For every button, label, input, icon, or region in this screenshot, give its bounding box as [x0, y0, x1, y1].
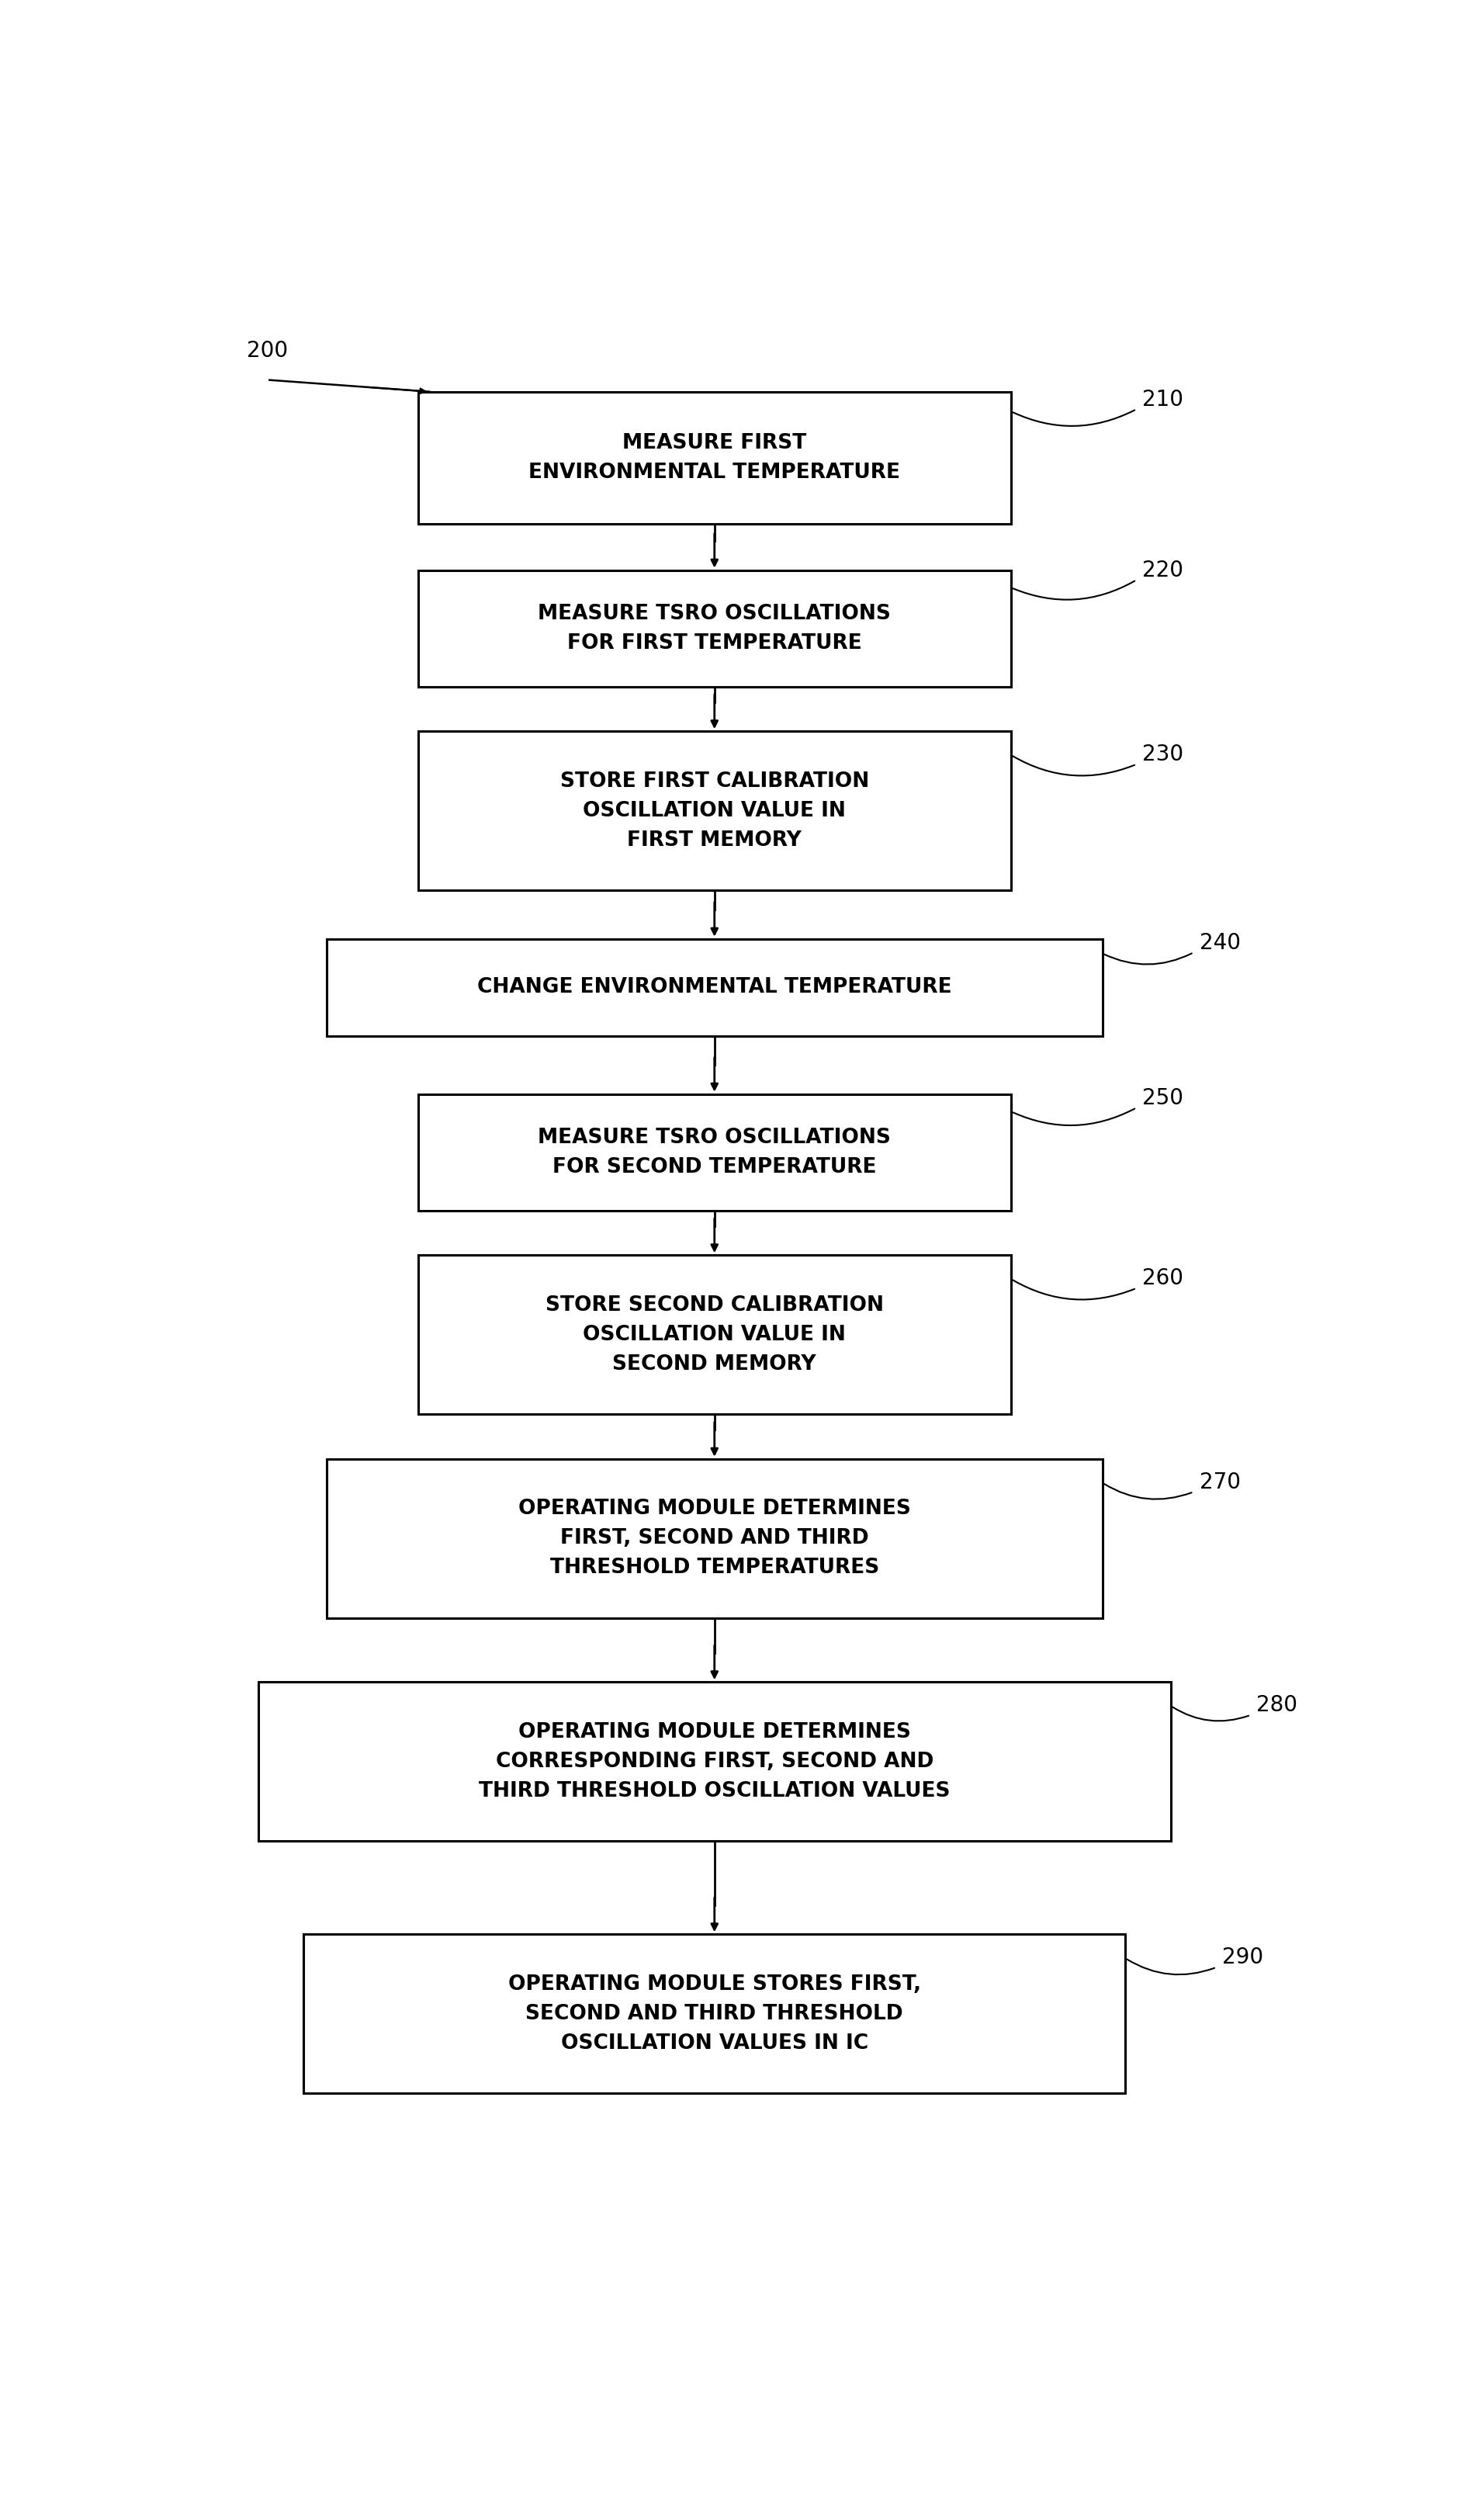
Text: MEASURE FIRST
ENVIRONMENTAL TEMPERATURE: MEASURE FIRST ENVIRONMENTAL TEMPERATURE: [528, 433, 901, 481]
Text: 270: 270: [1200, 1472, 1241, 1492]
Text: 200: 200: [247, 340, 289, 363]
Text: OPERATING MODULE DETERMINES
CORRESPONDING FIRST, SECOND AND
THIRD THRESHOLD OSCI: OPERATING MODULE DETERMINES CORRESPONDIN…: [478, 1721, 949, 1802]
Text: OPERATING MODULE STORES FIRST,
SECOND AND THIRD THRESHOLD
OSCILLATION VALUES IN : OPERATING MODULE STORES FIRST, SECOND AN…: [508, 1973, 921, 2054]
Bar: [327, 940, 1103, 1036]
Text: MEASURE TSRO OSCILLATIONS
FOR FIRST TEMPERATURE: MEASURE TSRO OSCILLATIONS FOR FIRST TEMP…: [537, 605, 891, 653]
Text: 250: 250: [1142, 1086, 1183, 1109]
Bar: [418, 570, 1011, 685]
Text: 240: 240: [1200, 932, 1241, 953]
Text: 230: 230: [1142, 743, 1183, 766]
Text: MEASURE TSRO OSCILLATIONS
FOR SECOND TEMPERATURE: MEASURE TSRO OSCILLATIONS FOR SECOND TEM…: [537, 1126, 891, 1177]
Text: 290: 290: [1222, 1945, 1263, 1968]
Bar: [418, 1255, 1011, 1414]
Text: STORE FIRST CALIBRATION
OSCILLATION VALUE IN
FIRST MEMORY: STORE FIRST CALIBRATION OSCILLATION VALU…: [559, 771, 868, 849]
Text: STORE SECOND CALIBRATION
OSCILLATION VALUE IN
SECOND MEMORY: STORE SECOND CALIBRATION OSCILLATION VAL…: [545, 1295, 883, 1373]
Bar: [303, 1935, 1125, 2094]
Text: 210: 210: [1142, 388, 1183, 411]
Text: CHANGE ENVIRONMENTAL TEMPERATURE: CHANGE ENVIRONMENTAL TEMPERATURE: [477, 978, 952, 998]
Text: 280: 280: [1257, 1693, 1297, 1716]
Text: 260: 260: [1142, 1268, 1183, 1290]
Text: OPERATING MODULE DETERMINES
FIRST, SECOND AND THIRD
THRESHOLD TEMPERATURES: OPERATING MODULE DETERMINES FIRST, SECON…: [518, 1499, 911, 1578]
Bar: [418, 391, 1011, 524]
Bar: [418, 731, 1011, 890]
Text: 220: 220: [1142, 559, 1183, 582]
Bar: [258, 1681, 1170, 1842]
Bar: [418, 1094, 1011, 1210]
Bar: [327, 1459, 1103, 1618]
